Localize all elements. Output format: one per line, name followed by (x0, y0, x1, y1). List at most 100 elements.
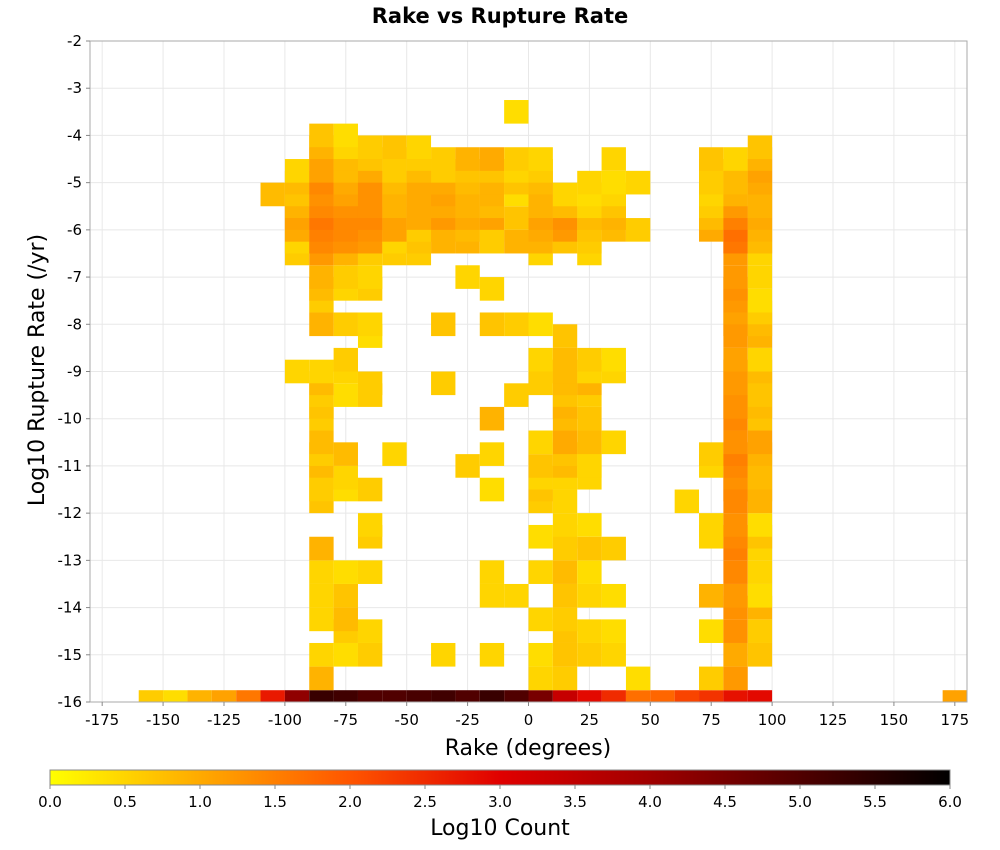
x-tick-label: 25 (580, 711, 599, 729)
heatmap-cell (333, 442, 358, 466)
heatmap-cell (431, 147, 456, 171)
heatmap-cell (625, 690, 651, 702)
colorbar-tick-label: 3.0 (488, 793, 512, 811)
heatmap-cell (699, 513, 724, 537)
y-tick-label: -14 (58, 599, 83, 617)
heatmap-cell (479, 277, 505, 301)
heatmap-cell (552, 642, 578, 667)
heatmap-cell (333, 123, 358, 148)
heatmap-cell (431, 642, 456, 667)
heatmap-cell (601, 690, 626, 702)
heatmap-cell (699, 690, 724, 702)
heatmap-cell (552, 690, 578, 702)
heatmap-cell (504, 229, 529, 254)
heatmap-cell (479, 442, 505, 466)
heatmap-cell (431, 690, 456, 702)
heatmap-cell (528, 607, 553, 632)
heatmap-cell (674, 690, 700, 702)
y-tick-label: -2 (67, 32, 82, 50)
heatmap-cell (357, 371, 383, 396)
colorbar-tick-label: 2.0 (338, 793, 362, 811)
heatmap-cell (309, 690, 334, 702)
heatmap-cell (552, 560, 578, 584)
colorbar-tick-label: 6.0 (938, 793, 962, 811)
heatmap-cell (747, 347, 773, 372)
heatmap-cell (528, 147, 553, 171)
heatmap-cell (699, 147, 724, 171)
heatmap-cell (479, 406, 505, 431)
heatmap-cell (528, 430, 553, 455)
heatmap-cell (333, 642, 358, 667)
heatmap-cell (577, 583, 602, 608)
heatmap-cell (601, 430, 626, 455)
heatmap-cell (577, 642, 602, 667)
x-tick-label: 0 (524, 711, 534, 729)
colorbar-tick-label: 0.0 (38, 793, 62, 811)
heatmap-cell (747, 135, 773, 160)
y-tick-label: -7 (67, 268, 82, 286)
colorbar (49, 769, 951, 786)
heatmap-cell (382, 690, 407, 702)
heatmap-cell (504, 690, 529, 702)
heatmap-cell (747, 430, 773, 455)
heatmap-cell (309, 560, 334, 584)
colorbar-tick-label: 1.0 (188, 793, 212, 811)
heatmap-cell (577, 347, 602, 372)
heatmap-cell (552, 513, 578, 537)
colorbar-tick-label: 1.5 (263, 793, 287, 811)
y-tick-label: -8 (67, 315, 82, 333)
heatmap-cell (699, 666, 724, 691)
x-tick-label: -50 (394, 711, 419, 729)
heatmap-cell (504, 383, 529, 407)
y-tick-label: -9 (67, 363, 82, 381)
heatmap-cell (479, 147, 505, 171)
heatmap-cell (723, 347, 748, 372)
x-tick-label: 75 (702, 711, 721, 729)
y-tick-label: -11 (58, 457, 83, 475)
heatmap-cell (601, 642, 626, 667)
heatmap-cell (747, 642, 773, 667)
heatmap-cell (309, 312, 334, 337)
heatmap-cell (406, 135, 432, 160)
heatmap-cell (333, 583, 358, 608)
heatmap-cell (528, 642, 553, 667)
x-tick-label: -150 (146, 711, 180, 729)
heatmap-cell (650, 690, 675, 702)
heatmap-cell (625, 170, 651, 195)
y-tick-label: -13 (58, 551, 83, 569)
heatmap-cell (479, 477, 505, 502)
heatmap-cell (479, 690, 505, 702)
heatmap-cell (382, 135, 407, 160)
heatmap-cell (333, 383, 358, 407)
heatmap-cell (479, 583, 505, 608)
heatmap-cell (357, 642, 383, 667)
heatmap-cell (309, 642, 334, 667)
heatmap-cell (723, 642, 748, 667)
heatmap-cell (625, 666, 651, 691)
heatmap-cell (333, 312, 358, 337)
heatmap-cell (357, 690, 383, 702)
heatmap-cell (333, 347, 358, 372)
y-axis-label: Log10 Rupture Rate (/yr) (25, 234, 50, 506)
heatmap-cell (284, 359, 310, 384)
heatmap-cell (309, 536, 334, 561)
y-tick-label: -16 (58, 693, 83, 711)
heatmap-cell (747, 690, 773, 702)
colorbar-tick-label: 4.0 (638, 793, 662, 811)
y-tick-label: -4 (67, 126, 82, 144)
chart-title: Rake vs Rupture Rate (372, 4, 628, 28)
heatmap-cell (723, 583, 748, 608)
x-tick-label: 175 (940, 711, 969, 729)
heatmap-cell (309, 666, 334, 691)
heatmap-cell (455, 690, 480, 702)
heatmap-cell (163, 690, 188, 702)
heatmap-cells (138, 100, 967, 702)
heatmap-cell (723, 666, 748, 691)
colorbar-tick-label: 5.0 (788, 793, 812, 811)
heatmap-cell (528, 524, 553, 549)
colorbar-tick-label: 2.5 (413, 793, 437, 811)
heatmap-cell (357, 513, 383, 537)
heatmap-cell (699, 619, 724, 643)
heatmap-cell (236, 690, 261, 702)
